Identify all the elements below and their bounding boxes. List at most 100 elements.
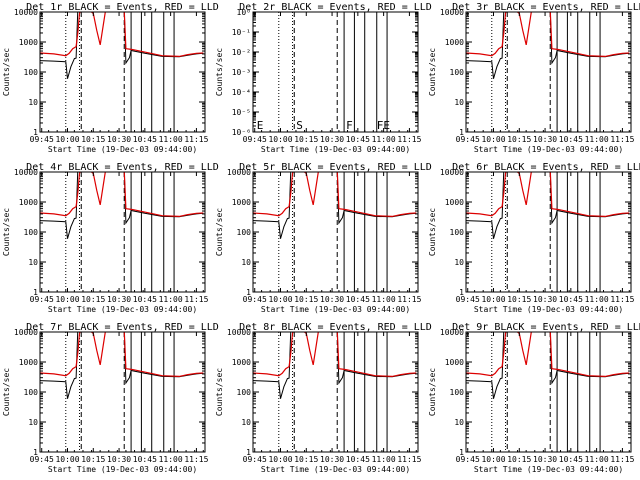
y-tick-label: 1000 [445,38,464,47]
y-tick-label: 1000 [19,38,38,47]
x-tick-label: 10:30 [320,135,344,144]
events-series-line [40,332,204,399]
x-axis-label: Start Time (19-Dec-03 09:44:00) [48,465,197,474]
y-tick-label: 100 [237,228,252,237]
panel-title: Det 8r BLACK = Events, RED = LLD [239,322,432,333]
x-tick-label: 10:45 [133,455,157,464]
y-axis-label: Counts/sec [2,48,11,96]
y-tick-label: 1 [33,288,38,297]
y-tick-label: 1 [459,128,464,137]
x-tick-label: 10:15 [81,455,105,464]
y-tick-label: 1 [33,128,38,137]
plot-frame [252,331,419,453]
x-tick-label: 10:00 [481,455,505,464]
x-tick-label: 10:15 [294,455,318,464]
x-tick-label: 10:30 [320,455,344,464]
x-tick-label: 10:15 [294,295,318,304]
x-tick-label: 11:15 [397,135,421,144]
plot-frame [39,11,206,133]
y-tick-label: 10000 [440,328,464,337]
lld-series-line [253,332,417,378]
x-tick-label: 10:30 [107,295,131,304]
x-tick-label: 10:45 [346,455,370,464]
lld-series-line [466,12,630,58]
x-tick-label: 10:00 [55,135,79,144]
y-tick-label: 10⁻¹ [232,28,251,37]
panel-title: Det 3r BLACK = Events, RED = LLD [452,2,640,13]
x-tick-label: 10:00 [268,135,292,144]
y-tick-label: 10 [454,98,464,107]
y-tick-label: 100 [237,388,252,397]
y-axis-label: Counts/sec [428,48,437,96]
y-axis-label: Counts/sec [428,368,437,416]
x-tick-label: 10:15 [507,135,531,144]
x-tick-label: 11:15 [184,135,208,144]
x-tick-label: 11:15 [184,455,208,464]
x-tick-label: 10:00 [481,135,505,144]
x-tick-label: 11:15 [397,295,421,304]
y-tick-label: 10000 [14,8,38,17]
x-tick-label: 10:15 [507,295,531,304]
lld-series-line [466,332,630,378]
y-axis-label: Counts/sec [2,368,11,416]
x-tick-label: 11:00 [159,295,183,304]
x-tick-label: 10:15 [81,135,105,144]
plot-frame [252,11,419,133]
y-tick-label: 10⁻³ [232,68,251,77]
x-tick-label: 10:30 [533,295,557,304]
panel-title: Det 6r BLACK = Events, RED = LLD [452,162,640,173]
y-tick-label: 1 [459,288,464,297]
event-marker-label: S [296,119,303,132]
x-tick-label: 09:45 [243,135,267,144]
event-marker-label: E [257,119,264,132]
x-tick-label: 10:15 [507,455,531,464]
x-tick-label: 11:00 [372,455,396,464]
x-tick-label: 10:30 [533,455,557,464]
x-tick-label: 10:45 [346,135,370,144]
y-tick-label: 10 [241,258,251,267]
x-tick-label: 10:15 [81,295,105,304]
x-axis-label: Start Time (19-Dec-03 09:44:00) [474,305,623,314]
x-tick-label: 11:00 [585,135,609,144]
y-tick-label: 100 [450,68,465,77]
x-tick-label: 10:00 [55,295,79,304]
x-tick-label: 11:00 [585,455,609,464]
x-tick-label: 10:45 [133,135,157,144]
y-tick-label: 10000 [227,328,251,337]
panel-title: Det 4r BLACK = Events, RED = LLD [26,162,219,173]
x-tick-label: 10:45 [133,295,157,304]
y-tick-label: 1000 [19,358,38,367]
events-series-line [40,172,204,239]
y-tick-label: 10 [454,258,464,267]
lld-series-line [40,172,204,218]
y-tick-label: 10000 [14,328,38,337]
y-axis-label: Counts/sec [215,48,224,96]
x-tick-label: 09:45 [243,295,267,304]
y-tick-label: 1000 [232,198,251,207]
panel-title: Det 7r BLACK = Events, RED = LLD [26,322,219,333]
y-axis-label: Counts/sec [215,368,224,416]
lld-series-line [40,332,204,378]
x-tick-label: 09:45 [456,455,480,464]
events-series-line [253,332,417,399]
y-tick-label: 100 [450,388,465,397]
x-tick-label: 11:00 [585,295,609,304]
plot-frame [465,171,632,293]
x-axis-label: Start Time (19-Dec-03 09:44:00) [261,465,410,474]
y-tick-label: 1000 [445,198,464,207]
y-tick-label: 10000 [227,168,251,177]
lld-series-line [466,172,630,218]
y-tick-label: 1 [33,448,38,457]
y-axis-label: Counts/sec [2,208,11,256]
x-tick-label: 09:45 [243,455,267,464]
y-tick-label: 1000 [19,198,38,207]
x-axis-label: Start Time (19-Dec-03 09:44:00) [474,465,623,474]
x-tick-label: 11:15 [184,295,208,304]
lld-series-line [253,172,417,218]
x-tick-label: 10:30 [107,455,131,464]
